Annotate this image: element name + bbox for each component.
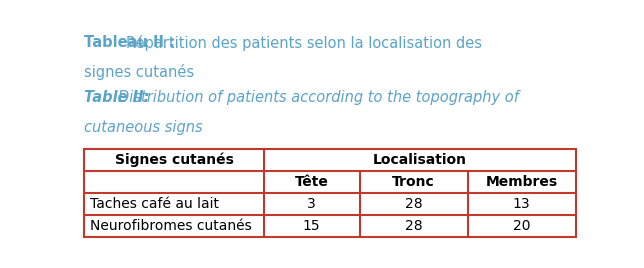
Text: cutaneous signs: cutaneous signs (84, 120, 203, 135)
Text: Localisation: Localisation (373, 153, 467, 167)
Text: Neurofibromes cutanés: Neurofibromes cutanés (90, 219, 252, 233)
Text: 28: 28 (404, 219, 422, 233)
Text: Tronc: Tronc (392, 175, 435, 189)
Text: Tableau II :: Tableau II : (84, 35, 176, 50)
Text: Signes cutanés: Signes cutanés (115, 152, 234, 167)
Text: Taches café au lait: Taches café au lait (90, 197, 220, 211)
Text: Distribution of patients according to the topography of: Distribution of patients according to th… (118, 90, 519, 105)
Text: 15: 15 (303, 219, 321, 233)
Text: Répartition des patients selon la localisation des: Répartition des patients selon la locali… (126, 35, 482, 51)
Text: Tête: Tête (295, 175, 328, 189)
Text: signes cutanés: signes cutanés (84, 64, 194, 80)
Text: 13: 13 (513, 197, 531, 211)
Text: Table II:: Table II: (84, 90, 150, 105)
Text: 3: 3 (307, 197, 316, 211)
Bar (84, 149, 576, 237)
Text: Membres: Membres (486, 175, 558, 189)
Text: 28: 28 (404, 197, 422, 211)
Text: 20: 20 (513, 219, 531, 233)
